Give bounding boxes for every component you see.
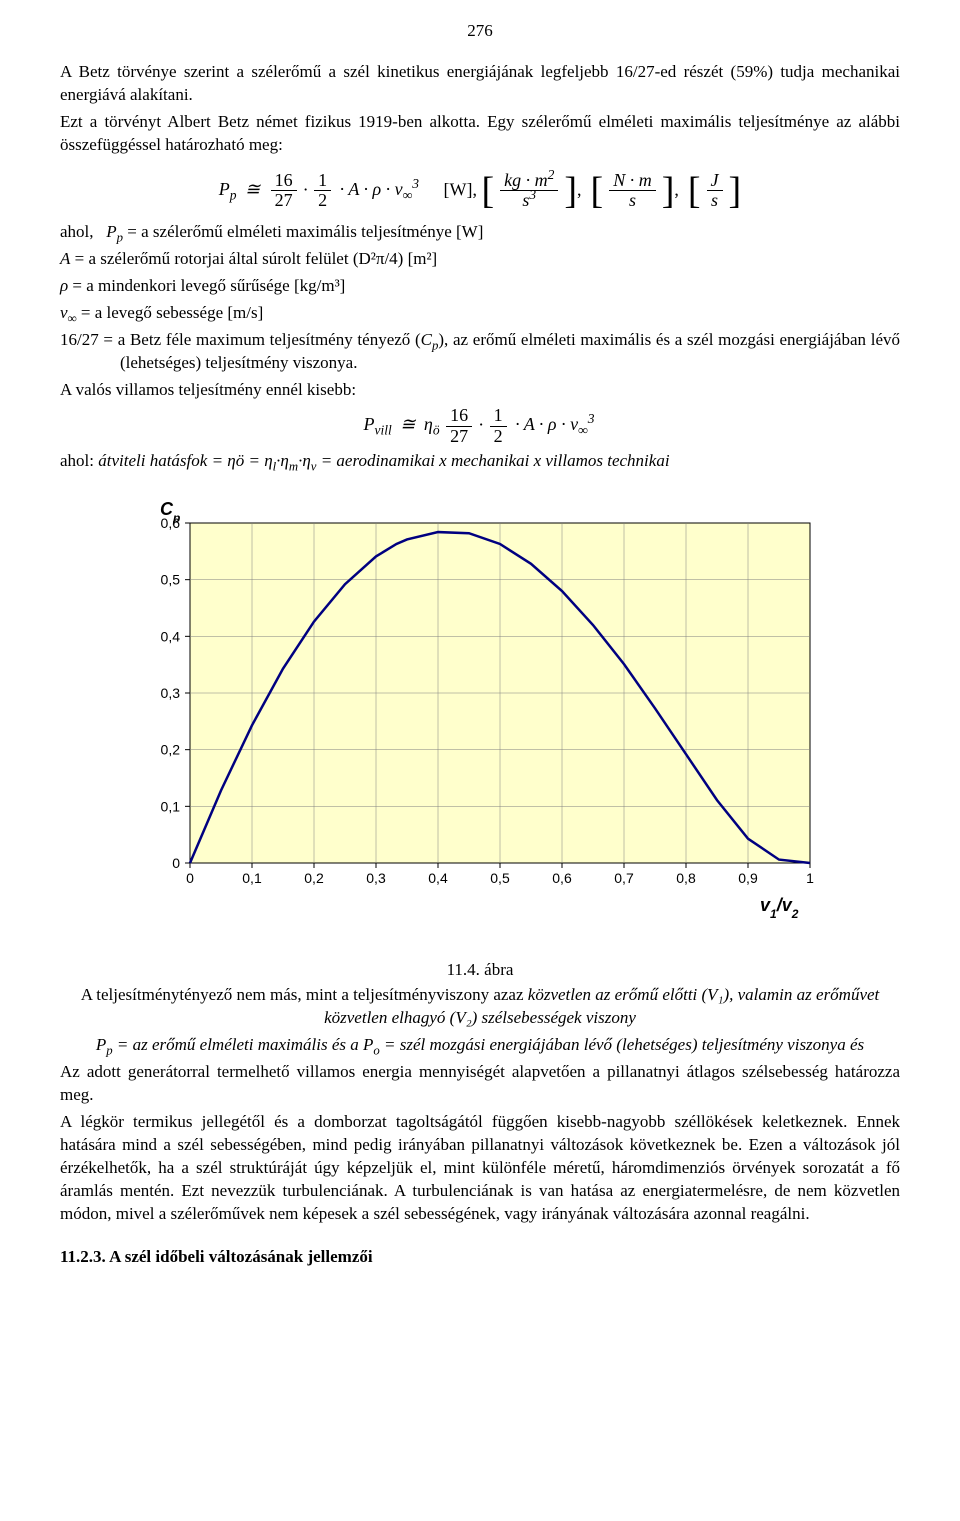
def-label: ahol, bbox=[60, 222, 94, 241]
svg-text:0,1: 0,1 bbox=[242, 870, 262, 886]
paragraph-8: A légkör termikus jellegétől és a dombor… bbox=[60, 1111, 900, 1226]
svg-text:0,5: 0,5 bbox=[490, 870, 510, 886]
equation-2: Pvill ≅ ηö 1627 · 12 · A · ρ · v∞3 bbox=[60, 406, 900, 447]
svg-text:0,4: 0,4 bbox=[428, 870, 448, 886]
paragraph-1: A Betz törvénye szerint a szélerőmű a sz… bbox=[60, 61, 900, 107]
svg-text:0,7: 0,7 bbox=[614, 870, 634, 886]
svg-text:0,4: 0,4 bbox=[161, 629, 181, 645]
paragraph-5: A teljesítménytényező nem más, mint a te… bbox=[60, 984, 900, 1030]
svg-text:0,8: 0,8 bbox=[676, 870, 696, 886]
svg-text:1: 1 bbox=[806, 870, 814, 886]
svg-text:0,9: 0,9 bbox=[738, 870, 758, 886]
betz-chart: 0 0,1 0,2 0,3 0,4 0,5 0,6 0,7 0,8 0,9 1 0 0,1 0,2 0,3 0… bbox=[130, 493, 900, 953]
paragraph-3: A valós villamos teljesítmény ennél kise… bbox=[60, 379, 900, 402]
page-number: 276 bbox=[60, 20, 900, 43]
figure-caption: 11.4. ábra bbox=[60, 959, 900, 982]
svg-text:0: 0 bbox=[172, 855, 180, 871]
svg-text:0,1: 0,1 bbox=[161, 799, 181, 815]
svg-text:0,3: 0,3 bbox=[161, 685, 181, 701]
svg-text:v1/v2: v1/v2 bbox=[760, 895, 799, 921]
svg-text:0,2: 0,2 bbox=[304, 870, 324, 886]
svg-text:0,2: 0,2 bbox=[161, 742, 181, 758]
paragraph-4: ahol: átviteli hatásfok = ηö = ηl·ηm·ηv … bbox=[60, 450, 900, 473]
section-heading: 11.2.3. A szél időbeli változásának jell… bbox=[60, 1246, 900, 1269]
paragraph-2: Ezt a törvényt Albert Betz német fizikus… bbox=[60, 111, 900, 157]
paragraph-6: Pp = az erőmű elméleti maximális és a Po… bbox=[60, 1034, 900, 1057]
svg-text:0,5: 0,5 bbox=[161, 572, 181, 588]
svg-text:0,6: 0,6 bbox=[552, 870, 572, 886]
paragraph-7: Az adott generátorral termelhető villamo… bbox=[60, 1061, 900, 1107]
svg-text:0,3: 0,3 bbox=[366, 870, 386, 886]
equation-1: Pp ≅ 1627 · 12 · A · ρ · v∞3 [W], [kg · … bbox=[60, 171, 900, 212]
svg-text:0: 0 bbox=[186, 870, 194, 886]
definitions-block: ahol, Pp = a szélerőmű elméleti maximáli… bbox=[60, 221, 900, 375]
